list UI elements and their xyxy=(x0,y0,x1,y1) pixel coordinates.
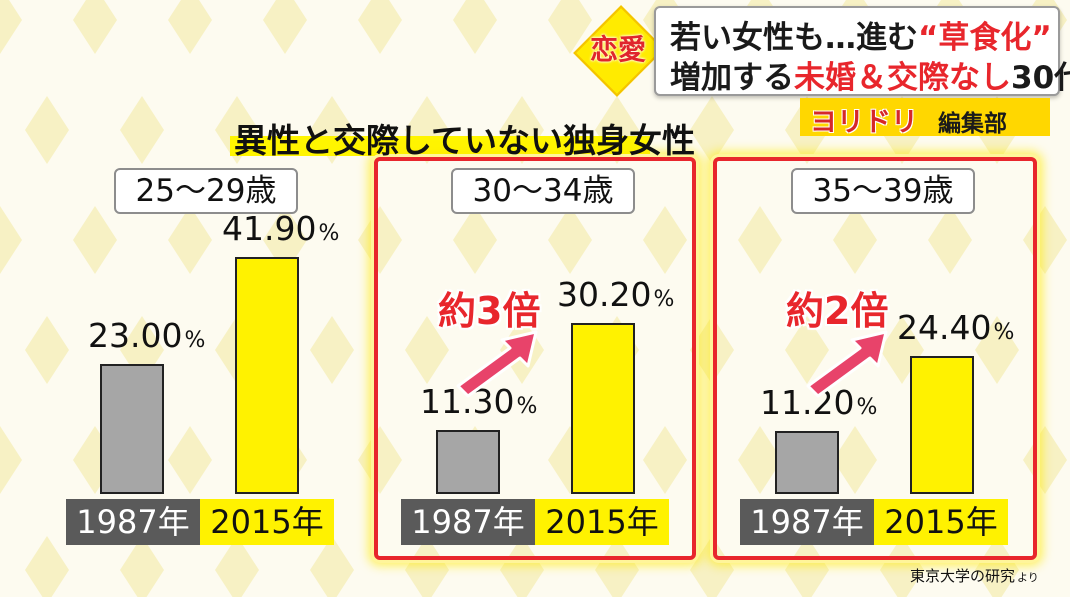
group-frame-3 xyxy=(713,157,1037,560)
value-label-25-29-2015: 41.90% xyxy=(222,209,339,248)
bar-30-34-1987 xyxy=(436,430,500,494)
group-label-2: 30〜34歳 xyxy=(451,168,635,214)
news-caption-box: 若い女性も…進む“草食化” 増加する未婚＆交際なし30代 xyxy=(654,6,1070,96)
background-diamond xyxy=(690,96,734,164)
year-label-2015: 2015年 xyxy=(535,499,669,545)
increase-arrow-30-34 xyxy=(456,330,538,398)
background-diamond xyxy=(168,206,212,274)
corner-logo-kanji: 編集部 xyxy=(938,111,1007,137)
background-diamond xyxy=(548,206,592,274)
value-unit: % xyxy=(318,221,340,246)
title-highlight-band xyxy=(230,136,650,156)
background-diamond xyxy=(928,206,972,274)
background-diamond xyxy=(785,316,829,384)
background-diamond xyxy=(975,536,1019,597)
background-diamond xyxy=(548,0,592,54)
group-label-1: 25〜29歳 xyxy=(114,168,298,214)
background-diamond xyxy=(643,206,687,274)
value-number: 24.40 xyxy=(897,308,992,347)
background-diamond xyxy=(643,426,687,494)
year-label-2015: 2015年 xyxy=(874,499,1008,545)
increase-arrow-35-39 xyxy=(806,330,888,398)
value-unit: % xyxy=(653,287,675,312)
value-label-25-29-1987: 23.00% xyxy=(88,316,205,355)
background-diamond xyxy=(833,206,877,274)
bar-35-39-2015 xyxy=(910,356,974,494)
caption-line-2-text: 増加する xyxy=(670,60,794,96)
source-text: 東京大学の研究 xyxy=(910,567,1016,585)
background-diamond xyxy=(358,0,402,54)
value-label-35-39-2015: 24.40% xyxy=(897,308,1014,347)
source-note: 東京大学の研究 より xyxy=(910,565,1039,586)
background-diamond xyxy=(215,536,259,597)
background-diamond xyxy=(168,0,212,54)
background-diamond xyxy=(785,536,829,597)
background-diamond xyxy=(738,426,782,494)
background-diamond xyxy=(833,426,877,494)
background-diamond xyxy=(405,316,449,384)
background-diamond xyxy=(168,426,212,494)
chart-title: 異性と交際していない独身女性 xyxy=(234,121,696,160)
bar-25-29-1987 xyxy=(100,364,164,494)
background-diamond xyxy=(595,536,639,597)
background-diamond xyxy=(738,206,782,274)
background-diamond xyxy=(453,0,497,54)
background-diamond xyxy=(880,536,924,597)
background-diamond xyxy=(310,316,354,384)
value-number: 11.20 xyxy=(760,383,855,422)
background-diamond xyxy=(25,316,69,384)
background-diamond xyxy=(25,536,69,597)
background-diamond xyxy=(120,536,164,597)
caption-line-1-text: 若い女性も…進む xyxy=(670,20,918,56)
background-diamond xyxy=(500,536,544,597)
value-number: 30.20 xyxy=(557,275,652,314)
background-diamond xyxy=(0,206,22,274)
multiplier-note-35-39: 約2倍 xyxy=(786,289,889,333)
background-diamond xyxy=(690,536,734,597)
group-label-3: 35〜39歳 xyxy=(791,168,975,214)
background-diamond xyxy=(0,426,22,494)
value-unit: % xyxy=(516,394,538,419)
background-diamond xyxy=(263,0,307,54)
year-label-1987: 1987年 xyxy=(401,499,535,545)
year-label-2015: 2015年 xyxy=(200,499,334,545)
year-label-1987: 1987年 xyxy=(66,499,200,545)
bar-30-34-2015 xyxy=(571,323,635,494)
value-unit: % xyxy=(993,320,1015,345)
value-label-30-34-2015: 30.20% xyxy=(557,275,674,314)
value-unit: % xyxy=(856,395,878,420)
value-number: 23.00 xyxy=(88,316,183,355)
background-diamond xyxy=(25,96,69,164)
multiplier-note-30-34: 約3倍 xyxy=(438,289,541,333)
caption-line-1-highlight: “草食化” xyxy=(918,20,1052,56)
caption-line-1: 若い女性も…進む“草食化” xyxy=(670,12,1052,57)
background-diamond xyxy=(453,206,497,274)
background-diamond xyxy=(73,0,117,54)
value-number: 41.90 xyxy=(222,209,317,248)
value-label-35-39-1987: 11.20% xyxy=(760,383,877,422)
background-diamond xyxy=(358,206,402,274)
value-unit: % xyxy=(184,328,206,353)
caption-line-2-suffix: 30代 xyxy=(1011,60,1070,96)
source-suffix: より xyxy=(1017,571,1039,584)
background-diamond xyxy=(358,426,402,494)
background-diamond xyxy=(975,316,1019,384)
caption-line-2: 増加する未婚＆交際なし30代 xyxy=(670,52,1070,97)
background-diamond xyxy=(120,96,164,164)
corner-logo-band xyxy=(800,98,1050,136)
tag-badge-text: 恋愛 xyxy=(589,33,646,66)
corner-logo-katakana: ヨリドリ xyxy=(810,107,918,138)
caption-line-2-highlight: 未婚＆交際なし xyxy=(794,60,1011,96)
bar-35-39-1987 xyxy=(775,431,839,494)
background-diamond xyxy=(0,0,22,54)
group-frame-2 xyxy=(374,157,696,560)
background-diamond xyxy=(405,536,449,597)
background-diamond xyxy=(690,316,734,384)
background-diamond xyxy=(310,536,354,597)
background-diamond xyxy=(73,206,117,274)
year-label-1987: 1987年 xyxy=(740,499,874,545)
bar-25-29-2015 xyxy=(235,257,299,494)
